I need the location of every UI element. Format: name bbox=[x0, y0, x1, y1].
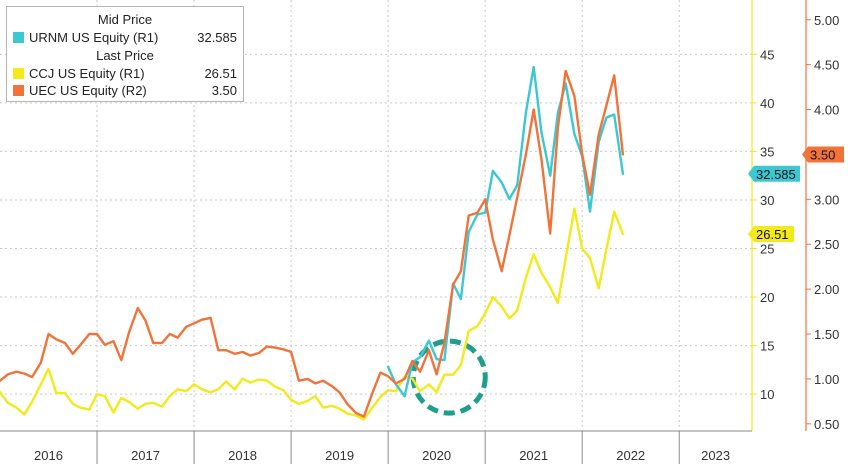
legend-value-ccj: 26.51 bbox=[204, 66, 237, 81]
r1-tick-label-20: 20 bbox=[760, 290, 774, 305]
r2-tick-label-0: 0.50 bbox=[814, 417, 839, 432]
series-line-ccj bbox=[0, 207, 625, 421]
r2-tick-label-2: 1.50 bbox=[814, 327, 839, 342]
badge-layer: 32.585 26.51 3.50 bbox=[748, 146, 844, 242]
r2-tick-label-1: 1.00 bbox=[814, 372, 839, 387]
legend-entry-ccj: CCJ US Equity (R1) 26.51 bbox=[13, 66, 237, 82]
r1-tick-label-45: 45 bbox=[760, 47, 774, 62]
legend-label-uec: UEC US Equity (R2) bbox=[29, 83, 147, 98]
x-tick-label-2020: 2020 bbox=[422, 448, 451, 463]
x-tick-label-2021: 2021 bbox=[519, 448, 548, 463]
legend-entry-urnm: URNM US Equity (R1) 32.585 bbox=[13, 30, 237, 46]
r2-tick-label-8: 4.50 bbox=[814, 58, 839, 73]
badge-bg-ccj bbox=[748, 225, 794, 242]
legend-entry-uec: UEC US Equity (R2) 3.50 bbox=[13, 83, 237, 99]
r2-tick-label-7: 4.00 bbox=[814, 103, 839, 118]
legend: Mid Price URNM US Equity (R1) 32.585 Las… bbox=[6, 6, 244, 102]
r1-tick-label-40: 40 bbox=[760, 96, 774, 111]
r2-tick-label-4: 2.50 bbox=[814, 237, 839, 252]
r1-tick-label-25: 25 bbox=[760, 242, 774, 257]
r1-tick-label-10: 10 bbox=[760, 387, 774, 402]
series-line-uec bbox=[0, 69, 625, 418]
badge-text-uec: 3.50 bbox=[810, 147, 835, 162]
x-tick-label-2022: 2022 bbox=[616, 448, 645, 463]
legend-value-uec: 3.50 bbox=[211, 83, 237, 98]
legend-title-last-price: Last Price bbox=[96, 48, 154, 63]
r1-tick-label-15: 15 bbox=[760, 339, 774, 354]
r1-tick-label-35: 35 bbox=[760, 144, 774, 159]
r1-tick-label-30: 30 bbox=[760, 193, 774, 208]
badge-bg-uec bbox=[802, 146, 844, 163]
legend-swatch-ccj bbox=[13, 68, 24, 79]
r2-tick-label-3: 2.00 bbox=[814, 282, 839, 297]
legend-swatch-uec bbox=[13, 85, 24, 96]
x-tick-label-2016: 2016 bbox=[34, 448, 63, 463]
series-layer bbox=[0, 65, 625, 421]
legend-title-mid-price: Mid Price bbox=[97, 12, 153, 27]
legend-label-urnm: URNM US Equity (R1) bbox=[29, 30, 159, 45]
annotation-dashed-circle bbox=[410, 338, 488, 416]
badge-bg-urnm bbox=[748, 165, 800, 182]
legend-swatch-urnm bbox=[13, 32, 24, 43]
x-tick-label-2017: 2017 bbox=[131, 448, 160, 463]
r2-tick-label-5: 3.00 bbox=[814, 192, 839, 207]
legend-label-ccj: CCJ US Equity (R1) bbox=[29, 66, 145, 81]
annotation-layer bbox=[410, 338, 488, 416]
r2-tick-label-9: 5.00 bbox=[814, 13, 839, 28]
badge-text-urnm: 32.585 bbox=[756, 167, 796, 182]
x-tick-label-2018: 2018 bbox=[228, 448, 257, 463]
series-line-urnm bbox=[386, 65, 625, 398]
x-tick-label-2019: 2019 bbox=[325, 448, 354, 463]
x-tick-label-2023: 2023 bbox=[701, 448, 730, 463]
legend-value-urnm: 32.585 bbox=[197, 30, 237, 45]
badge-text-ccj: 26.51 bbox=[756, 227, 789, 242]
